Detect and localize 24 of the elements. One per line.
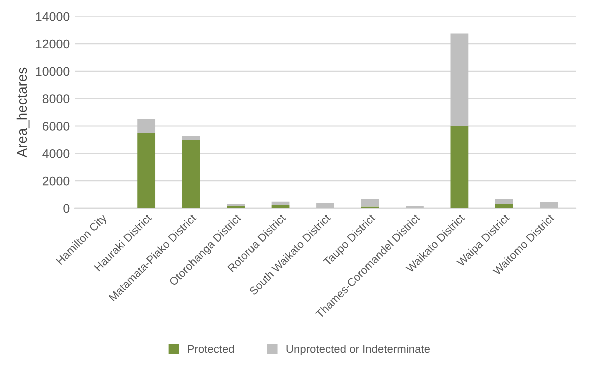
y-tick-label: 10000 (36, 67, 70, 76)
y-tick-label: 14000 (36, 12, 70, 22)
bar (495, 199, 514, 205)
bar (450, 34, 469, 126)
bar (182, 140, 200, 208)
y-tick-label: 12000 (36, 40, 70, 49)
bar (540, 202, 558, 208)
bar (450, 126, 469, 208)
bar (272, 205, 290, 208)
y-tick-label: 6000 (42, 122, 70, 131)
bar (361, 199, 380, 207)
legend-label: Protected (188, 344, 234, 354)
bar (316, 203, 334, 208)
legend-label: Unprotected or Indeterminate (286, 344, 430, 356)
bar (138, 119, 156, 134)
y-tick-label: 0 (64, 204, 70, 214)
bar (138, 133, 156, 208)
y-tick-label: 8000 (42, 94, 70, 104)
y-tick-label: 2000 (42, 176, 70, 186)
bar (272, 202, 290, 206)
bar (495, 204, 514, 208)
bar (182, 136, 200, 140)
y-axis-title: Area_hectares (16, 68, 30, 158)
y-tick-label: 4000 (42, 149, 70, 158)
